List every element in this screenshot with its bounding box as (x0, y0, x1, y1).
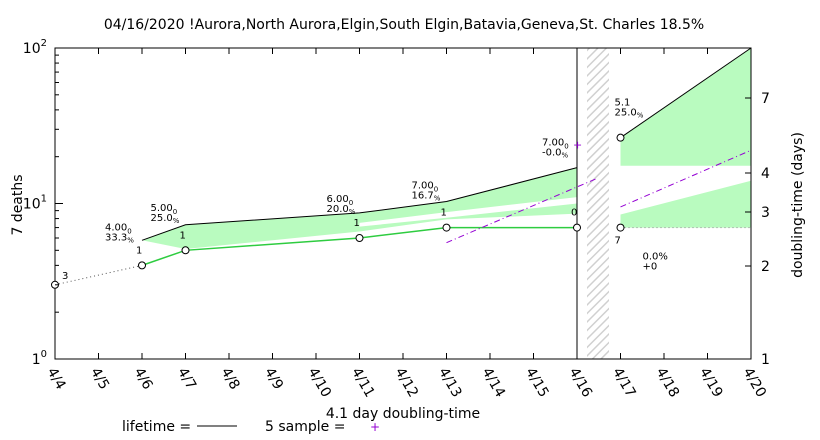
annotation-text: +0 (643, 262, 658, 273)
data-point (573, 223, 581, 232)
band-forecast-upper (620, 48, 751, 166)
x-tick-label: 4/19 (696, 365, 726, 400)
y2-tick-label: 1 (761, 352, 770, 368)
x-tick-label: 4/14 (479, 365, 509, 400)
legend-sample-label: 5 sample = (265, 419, 345, 435)
data-point (181, 246, 190, 255)
annotation-text: 25.0% (151, 213, 180, 225)
y2-tick-label: 7 (761, 91, 770, 107)
x-axis-label: 4.1 day doubling-time (326, 406, 480, 422)
x-tick-label: 4/17 (609, 365, 639, 400)
data-point (442, 223, 451, 232)
annotation-text: 5.1 (615, 98, 631, 109)
projection-line-forecast (620, 47, 752, 139)
annotation-text: 0.0% (643, 252, 668, 263)
early-dotted-line (54, 264, 143, 286)
x-tick-label: 4/8 (218, 365, 243, 393)
y2-tick-label: 4 (761, 166, 770, 182)
x-tick-label: 4/13 (435, 365, 465, 400)
annotation-text: 16.7% (412, 191, 441, 203)
x-tick-label: 4/12 (392, 365, 422, 400)
x-tick-label: 4/11 (348, 365, 378, 400)
x-tick-label: 4/7 (174, 365, 199, 393)
data-label: 1 (441, 208, 447, 219)
x-tick-label: 4/18 (653, 365, 683, 400)
confidence-bands (142, 48, 751, 249)
x-tick-label: 4/10 (305, 365, 335, 400)
annotation-text: 7.000 (412, 181, 439, 194)
data-label: 7 (615, 236, 621, 247)
legend: lifetime = 5 sample = + (122, 419, 380, 435)
annotation-text: 33.3% (105, 232, 134, 244)
projection-gap-hatch (587, 48, 609, 359)
band-gap (359, 197, 577, 227)
x-tick-label: 4/5 (87, 365, 112, 393)
data-label: 1 (136, 245, 142, 256)
y-tick-label: 102 (23, 38, 47, 57)
y2-tick-label: 2 (761, 259, 770, 275)
x-tick-label: 4/20 (740, 365, 770, 400)
band-forecast-lower (620, 180, 751, 228)
x-tick-label: 4/6 (131, 365, 156, 393)
y2-tick-label: 3 (761, 205, 770, 221)
data-point (138, 261, 146, 270)
annotation-text: 25.0% (615, 108, 644, 120)
x-tick-label: 4/15 (522, 365, 552, 400)
data-label: 0 (571, 208, 577, 219)
y2-axis-ticks: 1 2 3 4 7 (745, 91, 770, 368)
annotation-text: 6.000 (327, 194, 354, 207)
annotation-text: 4.000 (105, 222, 132, 235)
chart-title: 04/16/2020 !Aurora,North Aurora,Elgin,So… (104, 17, 704, 33)
band-history (142, 167, 577, 249)
projection-line-history (141, 167, 578, 241)
annotation-text: 5.000 (151, 203, 178, 216)
x-tick-label: 4/16 (566, 365, 596, 400)
sample-marker: + (573, 138, 582, 151)
legend-lifetime-label: lifetime = (122, 419, 191, 435)
x-tick-label: 4/9 (261, 365, 286, 393)
y-axis-ticks: 10 101 102 (23, 38, 63, 368)
legend-sample-mark: + (370, 420, 380, 434)
data-label: 1 (354, 218, 360, 229)
annotation-text: 20.0% (327, 204, 356, 216)
y-tick-label: 10 (32, 349, 47, 368)
doubling-line-history (446, 177, 598, 244)
y-tick-label: 101 (23, 194, 47, 213)
doubling-line-forecast (620, 149, 752, 208)
data-label: 3 (62, 271, 68, 282)
data-label: 1 (180, 230, 186, 241)
annotation-text: 7.000 (542, 138, 569, 151)
x-tick-label: 4/4 (44, 365, 69, 393)
series-lines (54, 47, 752, 286)
projection-point (616, 133, 625, 142)
data-point (355, 233, 364, 242)
y-axis-label: 7 deaths (10, 174, 26, 235)
data-point (616, 223, 625, 232)
y2-axis-label: doubling-time (days) (790, 132, 806, 278)
